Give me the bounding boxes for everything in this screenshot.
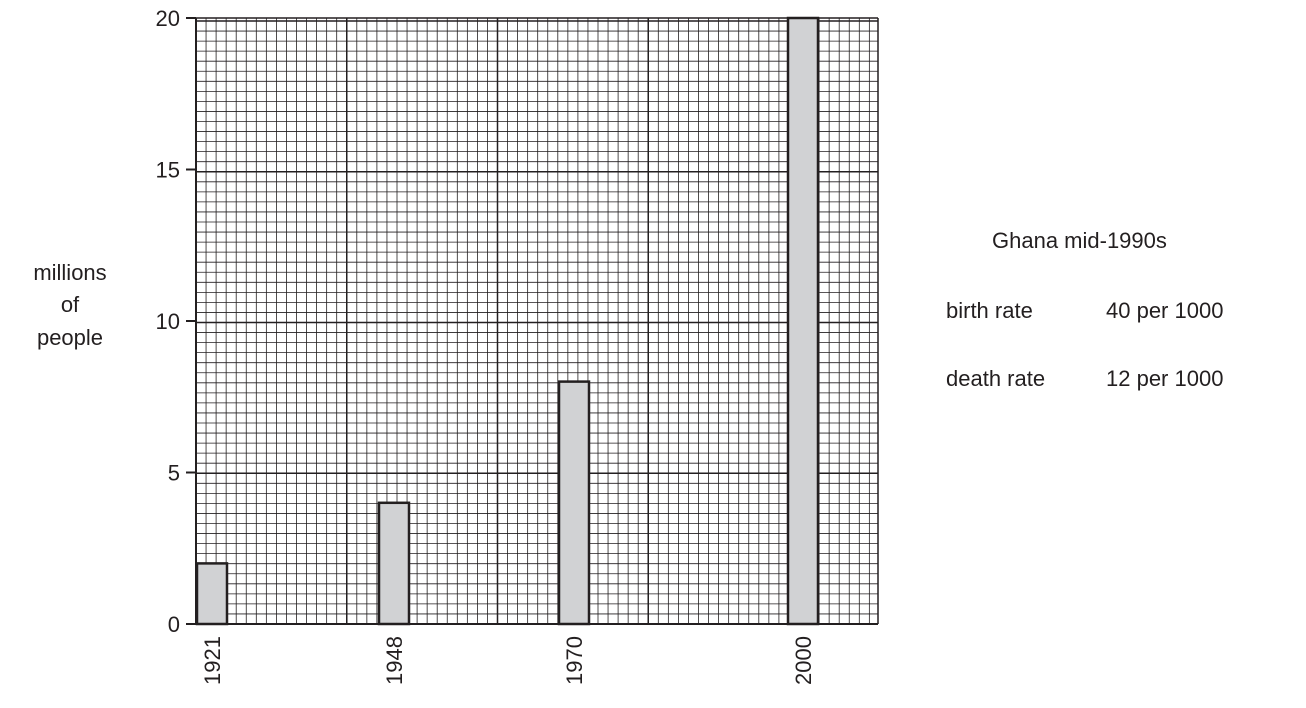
chart-grid-minor bbox=[196, 18, 878, 624]
chart-grid-major bbox=[195, 17, 879, 625]
death-rate-value: 12 per 1000 bbox=[1106, 366, 1224, 391]
birth-rate-label: birth rate bbox=[946, 298, 1033, 323]
x-tick-label-1921: 1921 bbox=[200, 636, 225, 685]
y-tick-label-10: 10 bbox=[156, 309, 180, 334]
x-tick-label-1970: 1970 bbox=[562, 636, 587, 685]
death-rate-label: death rate bbox=[946, 366, 1046, 391]
y-axis-label-line-2: of bbox=[61, 292, 80, 317]
bar-2000 bbox=[786, 16, 820, 626]
bar-1970 bbox=[557, 380, 591, 626]
x-axis-ticks: 1921 1948 1970 2000 bbox=[200, 636, 816, 685]
y-axis-ticks: 0 5 10 15 20 bbox=[156, 6, 196, 637]
bar-1921 bbox=[195, 562, 229, 626]
chart-bars bbox=[195, 16, 820, 626]
x-tick-label-2000: 2000 bbox=[791, 636, 816, 685]
x-tick-label-1948: 1948 bbox=[382, 636, 407, 685]
y-axis-label-line-3: people bbox=[37, 325, 103, 350]
y-tick-label-0: 0 bbox=[168, 612, 180, 637]
y-axis-label-line-1: millions bbox=[33, 260, 106, 285]
info-title: Ghana mid-1990s bbox=[992, 228, 1167, 253]
y-tick-label-5: 5 bbox=[168, 461, 180, 486]
y-tick-label-20: 20 bbox=[156, 6, 180, 31]
bar-1948 bbox=[377, 501, 411, 626]
chart-axes bbox=[195, 18, 878, 625]
birth-rate-value: 40 per 1000 bbox=[1106, 298, 1224, 323]
y-tick-label-15: 15 bbox=[156, 158, 180, 183]
